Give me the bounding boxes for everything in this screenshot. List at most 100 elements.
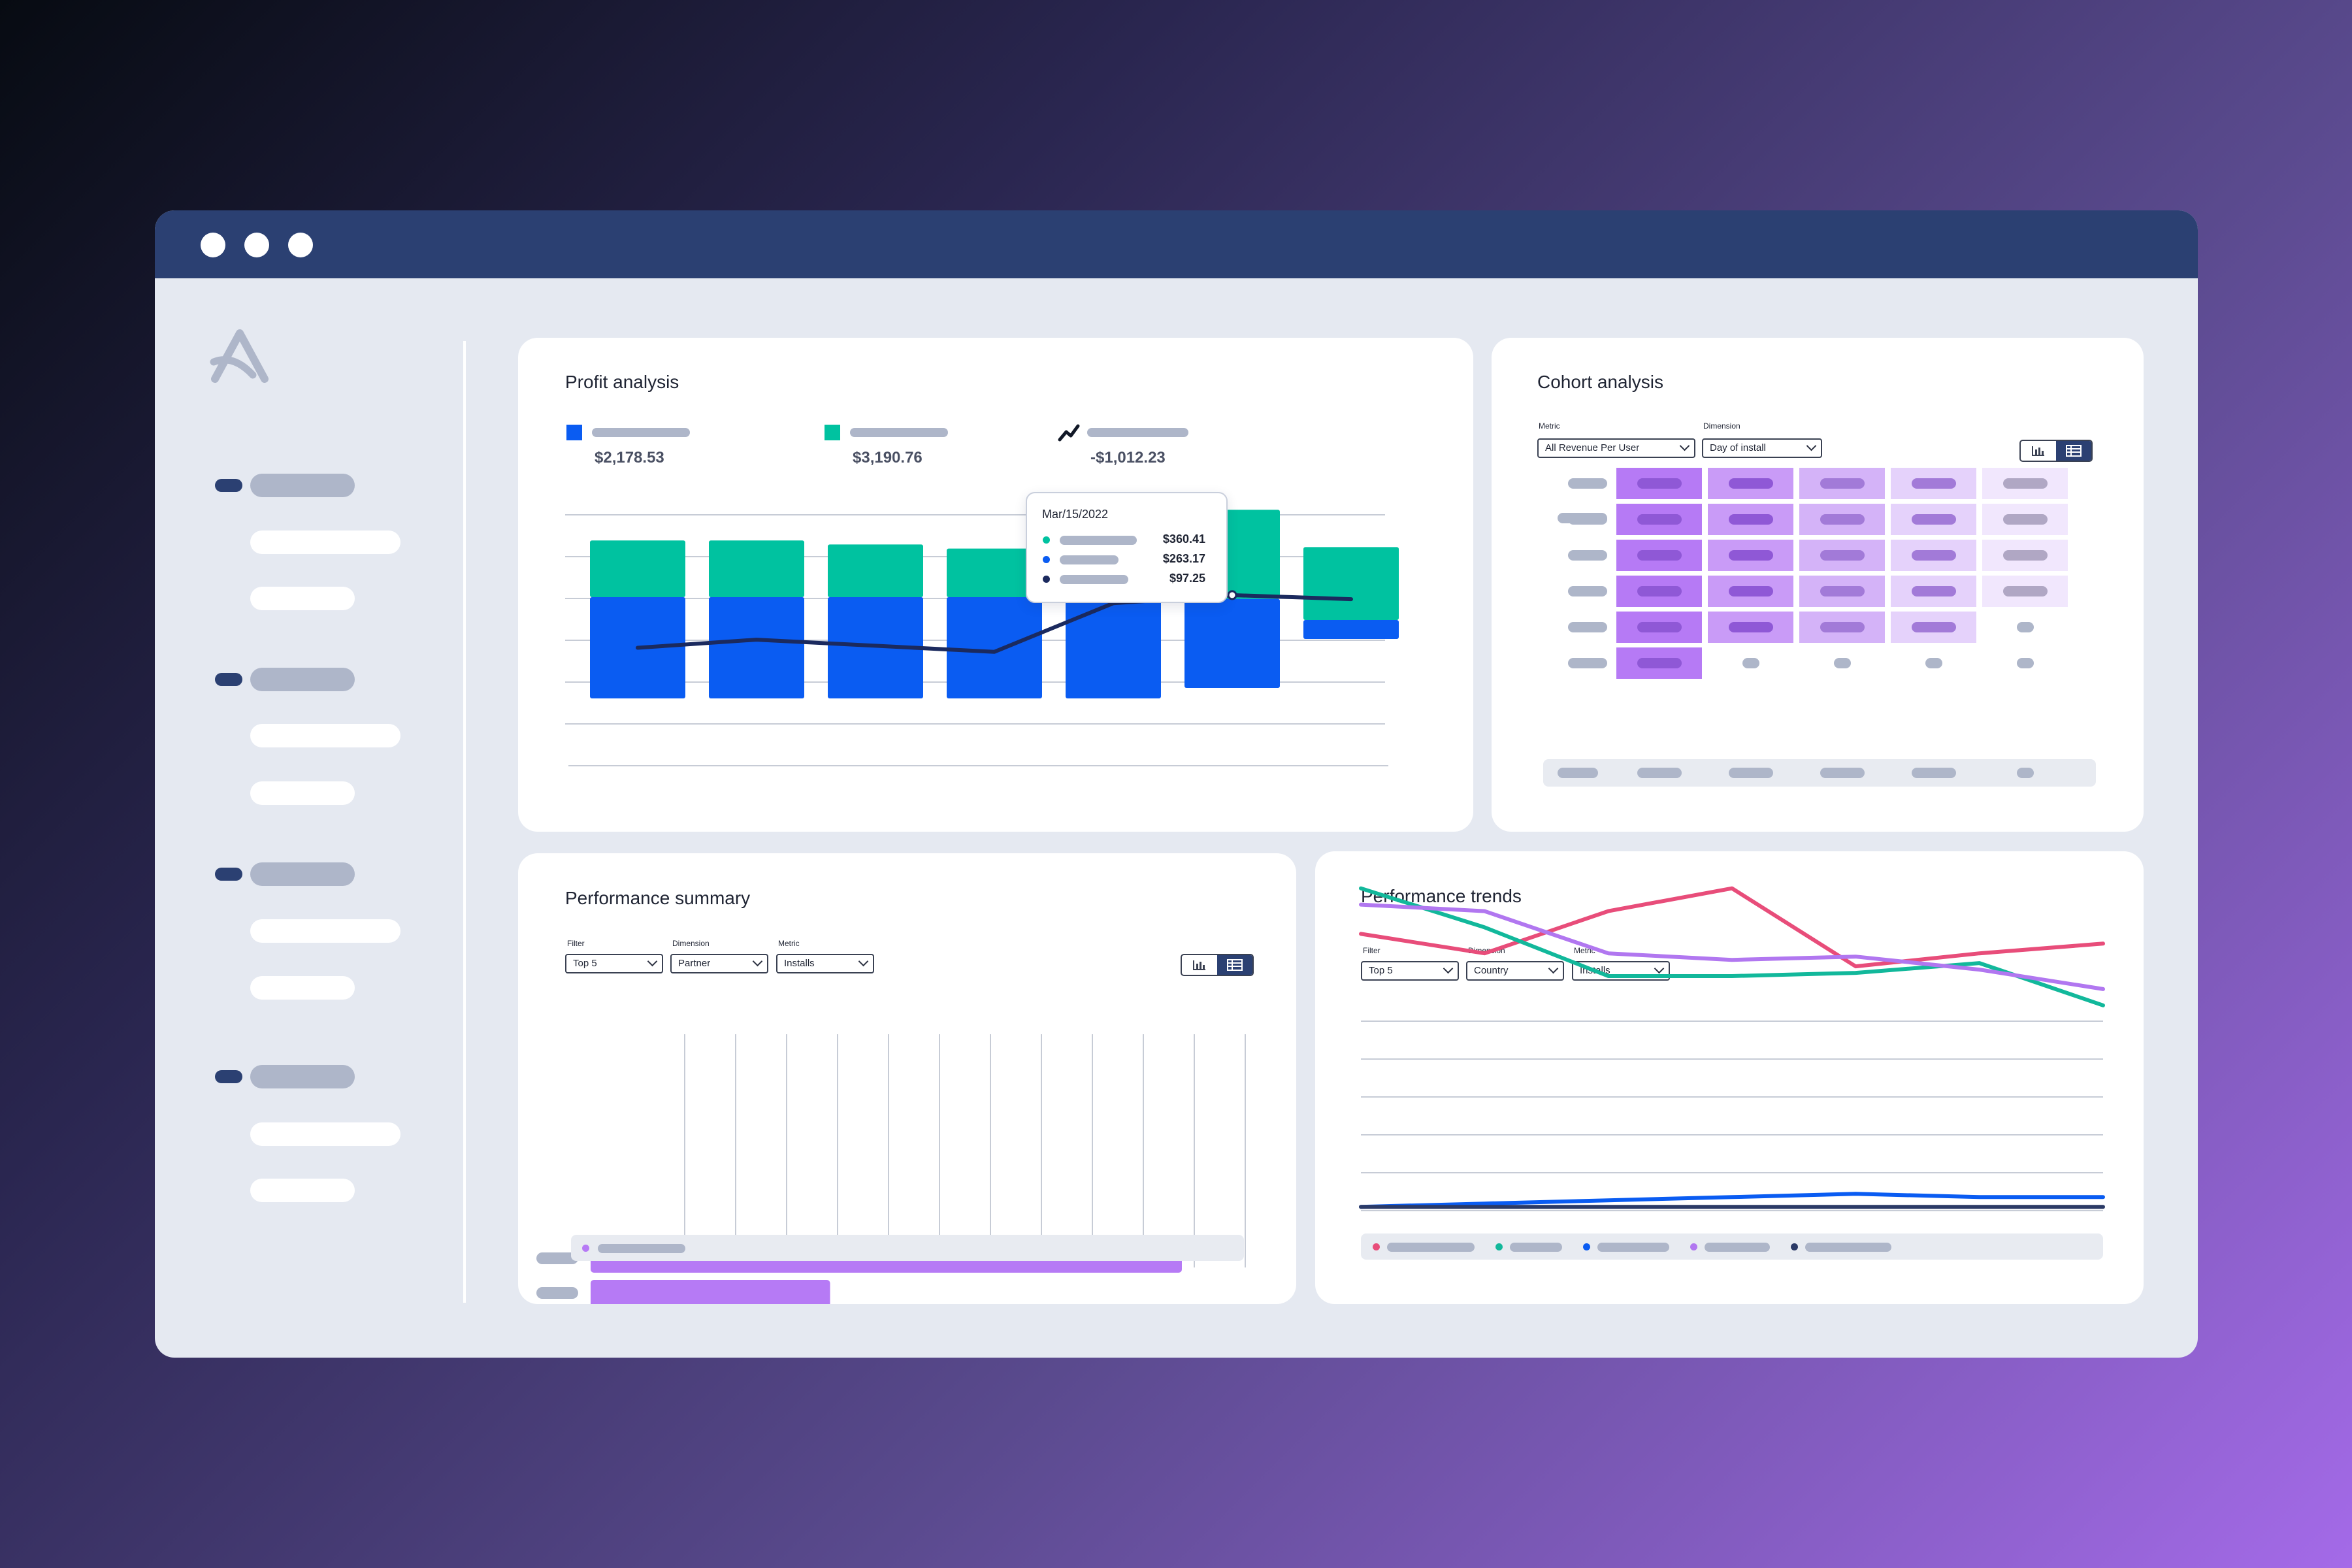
performance-trends-card: Performance trends Filter Top 5 Dimensio…: [1315, 851, 2144, 1304]
cohort-cell[interactable]: [1891, 540, 1976, 571]
dimension-select[interactable]: Day of install: [1702, 438, 1822, 458]
nav-indicator: [215, 868, 242, 881]
cell-value-placeholder: [2002, 550, 2048, 561]
dimension-label: Dimension: [1703, 421, 1740, 431]
cell-value-placeholder: [1820, 586, 1865, 596]
cohort-cell[interactable]: [1799, 576, 1885, 607]
series-line-purple: [1359, 902, 2105, 991]
cell-value-placeholder: [1911, 514, 1956, 525]
sidebar-item[interactable]: [250, 531, 400, 554]
sidebar-group-label[interactable]: [250, 1065, 355, 1088]
legend-label-placeholder[interactable]: [1510, 1243, 1562, 1252]
table-view-button[interactable]: [2056, 441, 2091, 461]
bar-segment-teal: [1303, 547, 1399, 620]
legend-label-placeholder[interactable]: [1387, 1243, 1475, 1252]
bar-chart-icon: [2032, 446, 2044, 456]
cohort-cell[interactable]: [1891, 612, 1976, 643]
bar-segment-blue: [709, 597, 804, 698]
cohort-cell[interactable]: [1982, 576, 2068, 607]
legend-dot: [1791, 1243, 1798, 1250]
sidebar-item[interactable]: [250, 919, 400, 943]
cell-value-placeholder: [1820, 514, 1865, 525]
cohort-cell[interactable]: [1616, 468, 1702, 499]
sidebar-group-label[interactable]: [250, 474, 355, 497]
sidebar-item[interactable]: [250, 587, 355, 610]
view-toggle[interactable]: [1181, 954, 1254, 976]
sidebar-item[interactable]: [250, 1122, 400, 1146]
cell-value-placeholder: [1820, 622, 1865, 632]
legend-dot: [1495, 1243, 1503, 1250]
totals-value-placeholder: [2016, 768, 2034, 778]
cohort-cell[interactable]: [1708, 540, 1793, 571]
cohort-cell[interactable]: [1982, 504, 2068, 535]
card-title: Cohort analysis: [1537, 372, 1663, 392]
tooltip-label-placeholder: [1060, 575, 1128, 584]
metric-select[interactable]: All Revenue Per User: [1537, 438, 1695, 458]
empty-cell-placeholder: [1742, 658, 1759, 668]
sidebar-group-label[interactable]: [250, 862, 355, 886]
cohort-cell[interactable]: [1799, 468, 1885, 499]
totals-value-placeholder: [1728, 768, 1773, 778]
cell-value-placeholder: [1728, 550, 1773, 561]
view-toggle[interactable]: [2019, 440, 2093, 462]
filter-select[interactable]: Top 5: [565, 954, 663, 973]
cohort-cell[interactable]: [1891, 504, 1976, 535]
cohort-cell[interactable]: [1799, 540, 1885, 571]
sidebar-item[interactable]: [250, 781, 355, 805]
sidebar-item[interactable]: [250, 976, 355, 1000]
tooltip-dot: [1043, 576, 1050, 583]
cohort-cell[interactable]: [1616, 647, 1702, 679]
legend-label-placeholder[interactable]: [1597, 1243, 1669, 1252]
metric-select-value: All Revenue Per User: [1545, 442, 1640, 453]
window-dot-icon[interactable]: [288, 233, 313, 257]
cohort-cell[interactable]: [1616, 540, 1702, 571]
cohort-cell[interactable]: [1616, 504, 1702, 535]
cohort-cell[interactable]: [1891, 576, 1976, 607]
cohort-cell[interactable]: [1708, 468, 1793, 499]
app-logo-icon[interactable]: [207, 328, 272, 387]
sidebar-group-label[interactable]: [250, 668, 355, 691]
bar-segment-teal: [828, 544, 923, 597]
cohort-cell[interactable]: [1891, 468, 1976, 499]
cohort-cell[interactable]: [1982, 540, 2068, 571]
bar-chart-icon: [1193, 960, 1205, 970]
bar-segment-teal: [709, 540, 804, 597]
chart-view-button[interactable]: [1182, 955, 1217, 975]
cohort-cell[interactable]: [1708, 612, 1793, 643]
cohort-cell[interactable]: [1616, 576, 1702, 607]
chart-tooltip: Mar/15/2022 $360.41 $263.17 $97.25: [1026, 492, 1228, 603]
dimension-select[interactable]: Partner: [670, 954, 768, 973]
bar-segment-teal: [590, 540, 685, 597]
sidebar-item[interactable]: [250, 724, 400, 747]
cohort-cell[interactable]: [1799, 612, 1885, 643]
cell-value-placeholder: [1637, 478, 1682, 489]
kpi-value: $3,190.76: [853, 449, 923, 466]
totals-value-placeholder: [1820, 768, 1865, 778]
table-view-button[interactable]: [1217, 955, 1252, 975]
sidebar-item[interactable]: [250, 1179, 355, 1202]
window-dot-icon[interactable]: [201, 233, 225, 257]
chart-view-button[interactable]: [2021, 441, 2056, 461]
legend-label-placeholder[interactable]: [1805, 1243, 1891, 1252]
chevron-down-icon: [1679, 440, 1690, 451]
table-icon: [1227, 959, 1243, 971]
window-dot-icon[interactable]: [244, 233, 269, 257]
cohort-cell[interactable]: [1708, 504, 1793, 535]
cohort-cell[interactable]: [1708, 576, 1793, 607]
cohort-cell[interactable]: [1616, 612, 1702, 643]
tooltip-date: Mar/15/2022: [1042, 508, 1109, 521]
window-titlebar: [155, 210, 2198, 278]
tooltip-value: $360.41: [1162, 532, 1205, 546]
cohort-cell[interactable]: [1982, 468, 2068, 499]
cell-value-placeholder: [1637, 514, 1682, 525]
empty-cell-placeholder: [1833, 658, 1851, 668]
cohort-cell[interactable]: [1799, 504, 1885, 535]
metric-select[interactable]: Installs: [776, 954, 874, 973]
empty-cell-placeholder: [2016, 658, 2034, 668]
cell-value-placeholder: [1728, 586, 1773, 596]
dimension-select[interactable]: Country: [1466, 961, 1564, 981]
legend-label-placeholder[interactable]: [1705, 1243, 1770, 1252]
table-icon: [2066, 445, 2082, 457]
filter-select[interactable]: Top 5: [1361, 961, 1459, 981]
row-label-placeholder: [536, 1252, 578, 1264]
